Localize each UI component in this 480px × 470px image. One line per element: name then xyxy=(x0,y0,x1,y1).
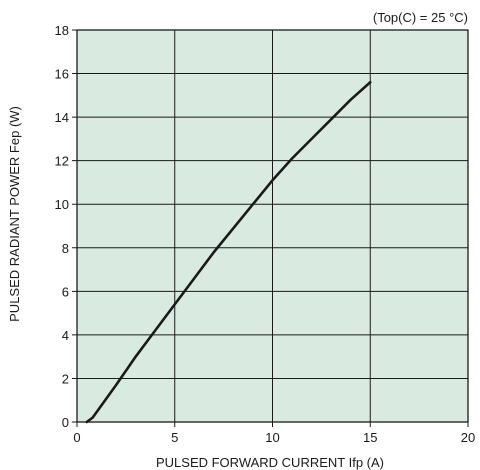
y-tick-label: 4 xyxy=(62,328,69,343)
y-axis-label: PULSED RADIANT POWER Fep (W) xyxy=(7,106,22,322)
x-tick-label: 20 xyxy=(461,430,475,445)
y-tick-label: 18 xyxy=(55,23,69,38)
x-axis-ticks: 0 5 10 15 20 xyxy=(73,430,475,445)
x-tick-label: 0 xyxy=(73,430,80,445)
y-tick-label: 12 xyxy=(55,154,69,169)
y-tick-label: 0 xyxy=(62,415,69,430)
grid xyxy=(72,29,469,427)
x-tick-label: 10 xyxy=(265,430,279,445)
x-tick-label: 5 xyxy=(171,430,178,445)
y-tick-label: 8 xyxy=(62,241,69,256)
x-tick-label: 15 xyxy=(363,430,377,445)
chart-annotation: (Top(C) = 25 °C) xyxy=(373,10,468,25)
y-axis-ticks: 0 2 4 6 8 10 12 14 16 18 xyxy=(55,23,69,430)
series-line xyxy=(85,80,372,424)
y-tick-label: 6 xyxy=(62,284,69,299)
x-axis-label: PULSED FORWARD CURRENT Ifp (A) xyxy=(156,455,384,470)
y-tick-label: 2 xyxy=(62,371,69,386)
y-tick-label: 16 xyxy=(55,67,69,82)
y-tick-label: 14 xyxy=(55,110,69,125)
y-tick-label: 10 xyxy=(55,197,69,212)
